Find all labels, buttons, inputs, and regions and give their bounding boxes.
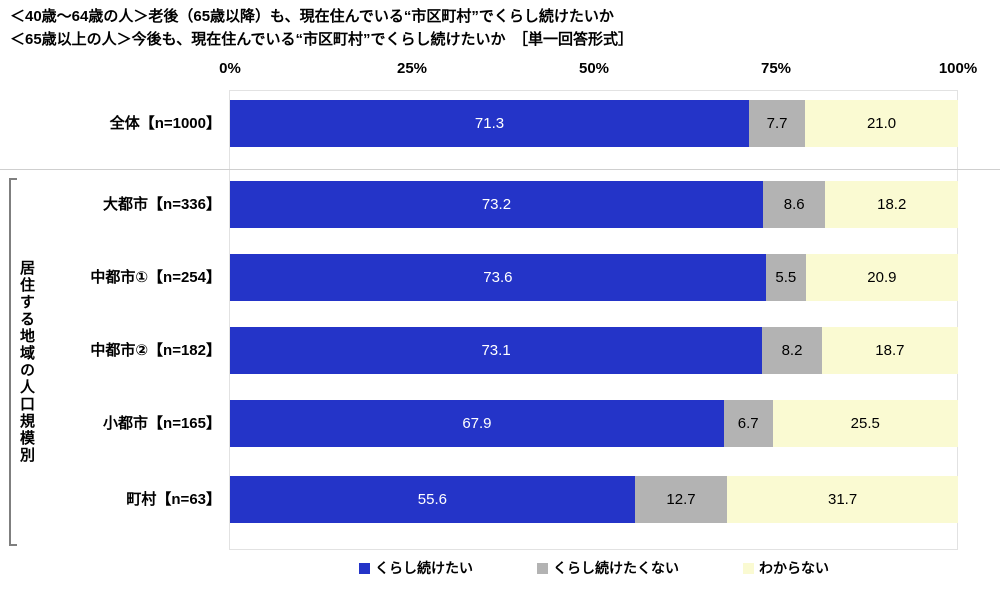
chart-title-line1: ＜40歳～64歳の人＞老後（65歳以降）も、現在住んでいる“市区町村”でくらし続… bbox=[10, 8, 614, 25]
row-label: 小都市【n=165】 bbox=[103, 415, 221, 432]
bar-segment-2: 6.7 bbox=[723, 400, 773, 447]
x-axis-tick: 0% bbox=[219, 60, 241, 77]
legend-label: くらし続けたくない bbox=[553, 560, 679, 576]
legend-swatch-icon bbox=[743, 562, 754, 574]
chart-title: ＜40歳～64歳の人＞老後（65歳以降）も、現在住んでいる“市区町村”でくらし続… bbox=[10, 6, 633, 51]
legend-label: わからない bbox=[759, 560, 829, 576]
bar-row: 55.6 12.7 31.7 bbox=[230, 476, 958, 523]
bar-segment-2: 5.5 bbox=[765, 254, 806, 301]
x-axis-tick: 75% bbox=[760, 60, 792, 77]
x-axis: 0% 25% 50% 75% 100% bbox=[219, 60, 977, 82]
bar-segment-1: 73.1 bbox=[230, 327, 763, 374]
bar-segment-2: 12.7 bbox=[634, 476, 728, 523]
x-axis-tick: 50% bbox=[578, 60, 610, 77]
bar-segment-3: 18.7 bbox=[821, 327, 958, 374]
separator-line bbox=[0, 169, 1000, 170]
bar-segment-3: 21.0 bbox=[805, 100, 958, 147]
group-axis-label: 居住する地域の人口規模別 bbox=[18, 260, 35, 464]
bar-segment-1: 73.2 bbox=[230, 181, 763, 228]
legend-swatch-icon bbox=[359, 562, 370, 574]
row-label: 中都市②【n=182】 bbox=[90, 342, 221, 359]
legend-item: くらし続けたくない bbox=[537, 558, 679, 578]
legend-swatch-icon bbox=[537, 562, 548, 574]
bar-segment-3: 18.2 bbox=[825, 181, 958, 228]
legend-item: くらし続けたい bbox=[359, 558, 473, 578]
row-label: 町村【n=63】 bbox=[126, 491, 221, 508]
bar-row: 73.6 5.5 20.9 bbox=[230, 254, 958, 301]
group-bracket bbox=[9, 178, 17, 546]
row-label: 中都市①【n=254】 bbox=[90, 269, 221, 286]
plot-area bbox=[229, 90, 958, 550]
legend-label: くらし続けたい bbox=[375, 560, 473, 576]
bar-row: 71.3 7.7 21.0 bbox=[230, 100, 958, 147]
bar-segment-1: 55.6 bbox=[230, 476, 635, 523]
bar-row: 67.9 6.7 25.5 bbox=[230, 400, 958, 447]
chart-title-line2: ＜65歳以上の人＞今後も、現在住んでいる“市区町村”でくらし続けたいか ［単一回… bbox=[10, 30, 633, 48]
bar-segment-2: 8.6 bbox=[762, 181, 826, 228]
legend: くらし続けたい くらし続けたくない わからない bbox=[230, 558, 958, 578]
row-label: 全体【n=1000】 bbox=[109, 115, 221, 132]
bar-segment-3: 20.9 bbox=[805, 254, 958, 301]
bar-segment-3: 25.5 bbox=[772, 400, 958, 447]
bar-segment-2: 8.2 bbox=[762, 327, 822, 374]
row-label: 大都市【n=336】 bbox=[103, 196, 221, 213]
bar-segment-3: 31.7 bbox=[727, 476, 958, 523]
bar-row: 73.2 8.6 18.2 bbox=[230, 181, 958, 228]
x-axis-tick: 25% bbox=[396, 60, 428, 77]
bar-segment-1: 73.6 bbox=[230, 254, 766, 301]
legend-item: わからない bbox=[743, 558, 829, 578]
bar-segment-1: 71.3 bbox=[230, 100, 750, 147]
bar-segment-2: 7.7 bbox=[749, 100, 806, 147]
bar-row: 73.1 8.2 18.7 bbox=[230, 327, 958, 374]
x-axis-tick: 100% bbox=[938, 60, 978, 77]
bar-segment-1: 67.9 bbox=[230, 400, 724, 447]
